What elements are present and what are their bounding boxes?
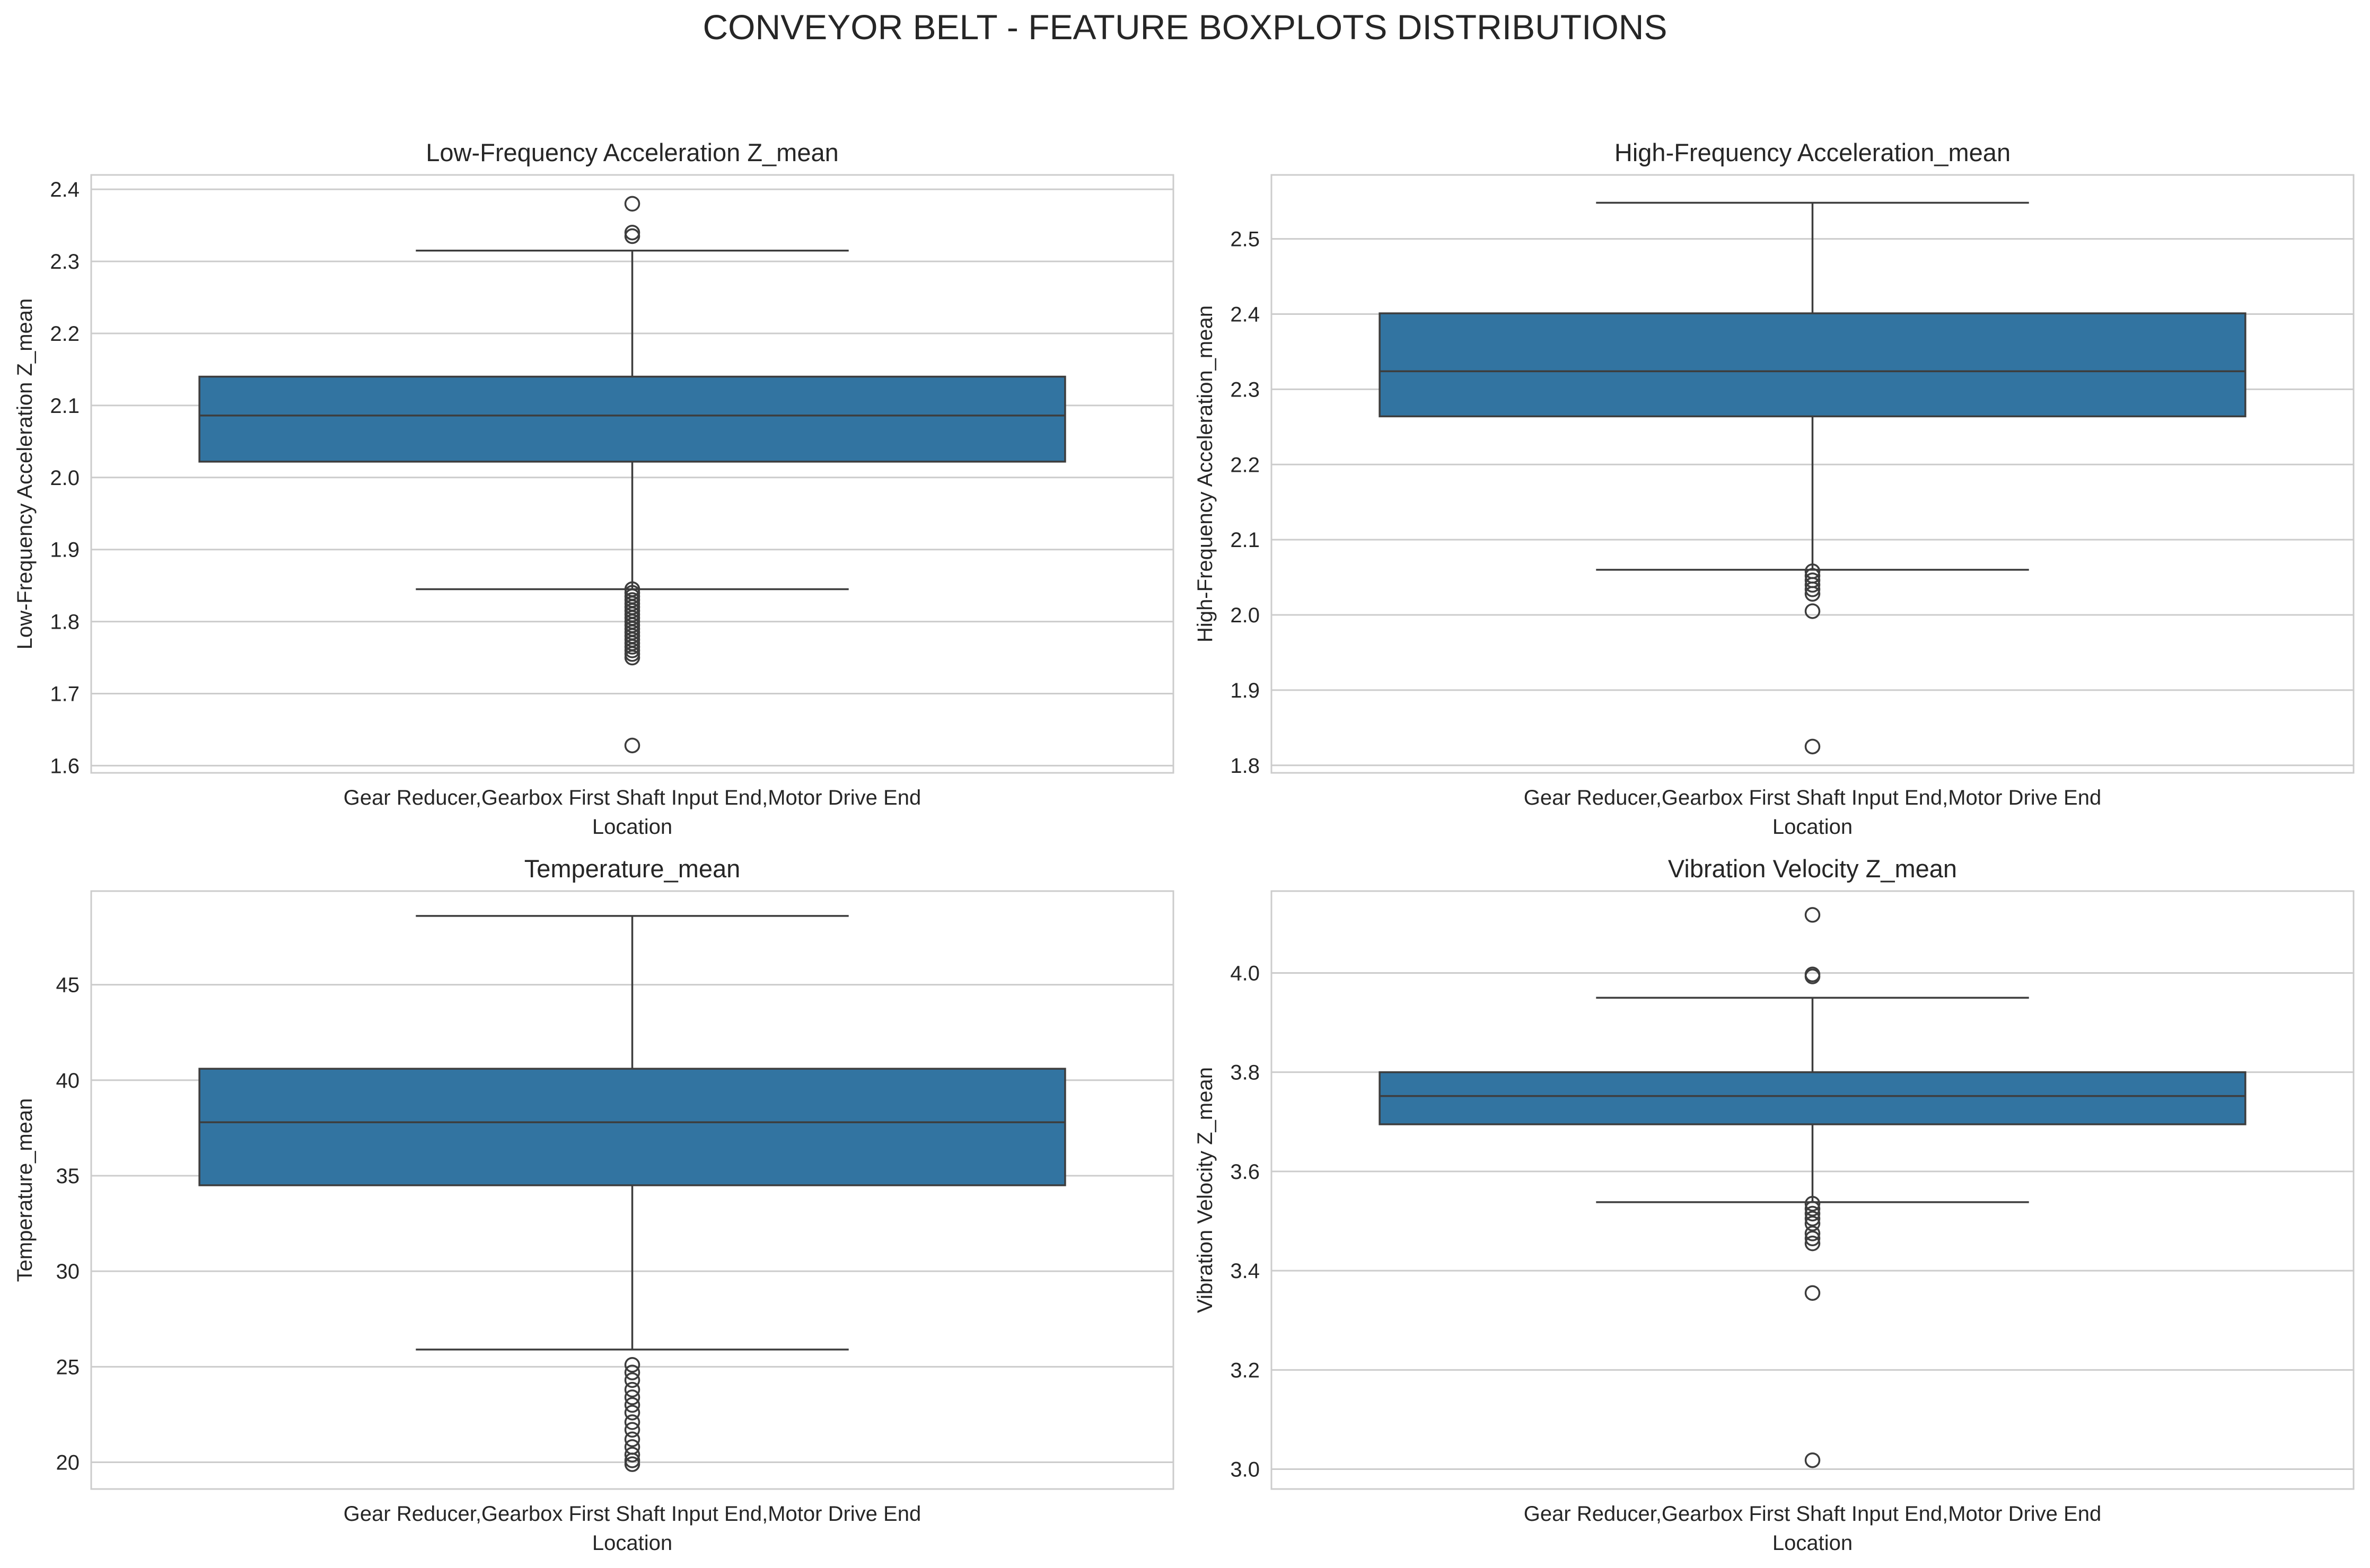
axes-frame bbox=[90, 890, 1174, 1490]
subplot-title: Vibration Velocity Z_mean bbox=[1668, 855, 1957, 883]
outlier-point bbox=[624, 1431, 640, 1448]
outlier-point bbox=[624, 1372, 640, 1388]
outlier-point bbox=[1804, 1205, 1821, 1222]
subplot-1: 1.6 1.7 1.8 1.9 2.0 2.1 2.2 2.3 2.4 Low-Frequency… bbox=[13, 138, 1174, 839]
y-tick-label: 2.4 bbox=[50, 178, 80, 201]
x-axis-label: Location bbox=[1772, 815, 1853, 839]
y-tick-label: 1.7 bbox=[50, 683, 80, 706]
outlier-point bbox=[1804, 1285, 1821, 1301]
outlier-point bbox=[624, 1422, 640, 1438]
x-axis-label: Location bbox=[592, 1531, 672, 1555]
y-tick-label: 4.0 bbox=[1230, 962, 1260, 985]
outlier-point bbox=[1804, 907, 1821, 923]
y-tick-label: 45 bbox=[56, 974, 80, 997]
outlier-point bbox=[624, 228, 640, 244]
outlier-point bbox=[624, 1452, 640, 1468]
box-iqr bbox=[198, 375, 1066, 463]
x-tick-label: Gear Reducer,Gearbox First Shaft Input E… bbox=[1524, 786, 2101, 809]
y-axis-label: Low-Frequency Acceleration Z_mean bbox=[13, 298, 37, 650]
outlier-point bbox=[624, 1405, 640, 1421]
x-axis-label: Location bbox=[592, 815, 672, 839]
outlier-point bbox=[624, 1357, 640, 1373]
y-tick-label: 3.6 bbox=[1230, 1160, 1260, 1184]
outlier-point bbox=[1804, 1195, 1821, 1212]
outlier-point bbox=[1804, 1226, 1821, 1241]
y-tick-label: 3.0 bbox=[1230, 1458, 1260, 1482]
outlier-point bbox=[624, 1414, 640, 1430]
y-tick-label: 1.8 bbox=[1230, 754, 1260, 778]
subplot-title: Low-Frequency Acceleration Z_mean bbox=[426, 138, 839, 166]
y-tick-label: 1.8 bbox=[50, 611, 80, 634]
outlier-point bbox=[1804, 1452, 1821, 1468]
y-tick-label: 40 bbox=[56, 1069, 80, 1093]
outlier-point bbox=[1804, 603, 1821, 619]
y-tick-label: 2.3 bbox=[50, 250, 80, 274]
y-tick-label: 2.3 bbox=[1230, 378, 1260, 401]
outlier-point bbox=[624, 1397, 640, 1413]
subplot-title: High-Frequency Acceleration_mean bbox=[1614, 138, 2011, 166]
subplot-3: 20 25 30 35 40 45 Temperature_mean Gear Reducer… bbox=[13, 855, 1174, 1555]
outlier-point bbox=[624, 1456, 640, 1472]
outlier-point bbox=[1804, 1230, 1821, 1247]
y-tick-label: 2.1 bbox=[1230, 528, 1260, 552]
outlier-point bbox=[1804, 1235, 1821, 1252]
y-axis-label: High-Frequency Acceleration_mean bbox=[1193, 305, 1217, 642]
outlier-point bbox=[624, 737, 640, 754]
box-iqr bbox=[198, 1068, 1066, 1186]
outlier-point bbox=[624, 196, 640, 212]
subplots: 1.6 1.7 1.8 1.9 2.0 2.1 2.2 2.3 2.4 Low-Frequency… bbox=[13, 138, 2355, 1555]
figure-suptitle: CONVEYOR BELT - FEATURE BOXPLOTS DISTRIB… bbox=[703, 7, 1667, 47]
y-tick-label: 30 bbox=[56, 1260, 80, 1283]
outlier-point bbox=[624, 649, 640, 666]
axes-frame bbox=[1270, 174, 2355, 774]
outlier-point bbox=[1804, 968, 1821, 984]
y-tick-label: 2.0 bbox=[1230, 604, 1260, 627]
outlier-point bbox=[624, 1364, 640, 1380]
y-tick-label: 2.2 bbox=[50, 322, 80, 346]
x-axis-label: Location bbox=[1772, 1531, 1853, 1555]
y-tick-label: 2.2 bbox=[1230, 453, 1260, 477]
subplot-4: 3.0 3.2 3.4 3.6 3.8 4.0 Vibration Velocity Z_m… bbox=[1193, 855, 2355, 1555]
y-tick-label: 3.8 bbox=[1230, 1061, 1260, 1085]
subplot-title: Temperature_mean bbox=[524, 855, 741, 883]
y-tick-label: 1.6 bbox=[50, 754, 80, 778]
box-iqr bbox=[1379, 312, 2246, 418]
y-axis-label: Vibration Velocity Z_mean bbox=[1193, 1067, 1217, 1313]
outlier-point bbox=[1804, 1201, 1821, 1217]
y-tick-label: 35 bbox=[56, 1165, 80, 1188]
outlier-point bbox=[624, 1447, 640, 1463]
outlier-point bbox=[1804, 738, 1821, 755]
y-tick-label: 2.1 bbox=[50, 394, 80, 418]
x-tick-label: Gear Reducer,Gearbox First Shaft Input E… bbox=[1524, 1502, 2101, 1526]
outlier-point bbox=[1804, 1215, 1821, 1231]
box-iqr bbox=[1379, 1071, 2246, 1125]
y-tick-label: 20 bbox=[56, 1451, 80, 1475]
subplot-2: 1.8 1.9 2.0 2.1 2.2 2.3 2.4 2.5 High-Frequency A… bbox=[1193, 138, 2355, 839]
outlier-point bbox=[624, 1389, 640, 1405]
y-tick-label: 3.4 bbox=[1230, 1259, 1260, 1283]
y-tick-label: 2.4 bbox=[1230, 303, 1260, 326]
y-tick-label: 1.9 bbox=[1230, 679, 1260, 702]
y-tick-label: 1.9 bbox=[50, 539, 80, 562]
y-tick-label: 3.2 bbox=[1230, 1359, 1260, 1382]
axes-frame bbox=[1270, 890, 2355, 1490]
outlier-point bbox=[1804, 1211, 1821, 1227]
y-tick-label: 2.5 bbox=[1230, 228, 1260, 251]
x-tick-label: Gear Reducer,Gearbox First Shaft Input E… bbox=[344, 1502, 921, 1526]
outlier-point bbox=[1804, 577, 1821, 593]
x-tick-label: Gear Reducer,Gearbox First Shaft Input E… bbox=[344, 786, 921, 809]
outlier-point bbox=[1804, 582, 1821, 597]
y-tick-label: 2.0 bbox=[50, 466, 80, 490]
axes-frame bbox=[90, 174, 1174, 774]
y-tick-label: 25 bbox=[56, 1355, 80, 1379]
outlier-point bbox=[1804, 586, 1821, 602]
outlier-point bbox=[624, 1381, 640, 1398]
y-axis-label: Temperature_mean bbox=[13, 1098, 37, 1282]
